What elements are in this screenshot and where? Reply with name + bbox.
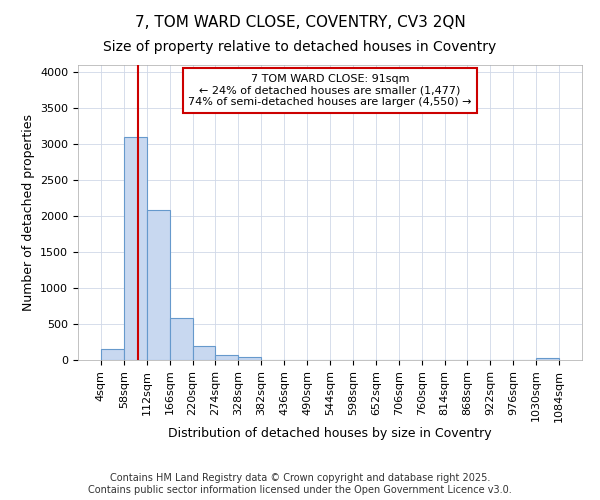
Bar bbox=[101, 349, 124, 360]
Bar bbox=[124, 137, 147, 360]
Text: Size of property relative to detached houses in Coventry: Size of property relative to detached ho… bbox=[103, 40, 497, 54]
Text: Contains HM Land Registry data © Crown copyright and database right 2025.
Contai: Contains HM Land Registry data © Crown c… bbox=[88, 474, 512, 495]
Bar bbox=[193, 346, 215, 360]
Bar bbox=[215, 354, 238, 360]
Text: 7, TOM WARD CLOSE, COVENTRY, CV3 2QN: 7, TOM WARD CLOSE, COVENTRY, CV3 2QN bbox=[134, 15, 466, 30]
Bar bbox=[536, 358, 559, 360]
X-axis label: Distribution of detached houses by size in Coventry: Distribution of detached houses by size … bbox=[168, 428, 492, 440]
Bar bbox=[147, 210, 170, 360]
Bar bbox=[170, 318, 193, 360]
Y-axis label: Number of detached properties: Number of detached properties bbox=[22, 114, 35, 311]
Text: 7 TOM WARD CLOSE: 91sqm
← 24% of detached houses are smaller (1,477)
74% of semi: 7 TOM WARD CLOSE: 91sqm ← 24% of detache… bbox=[188, 74, 472, 107]
Bar bbox=[238, 357, 261, 360]
